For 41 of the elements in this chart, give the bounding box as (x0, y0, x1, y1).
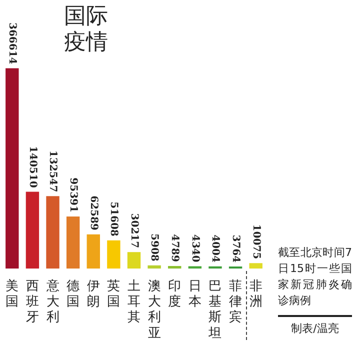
text: 截至北京时间7日15时一些国家新冠肺炎确诊病例 (278, 245, 352, 309)
data-label: 4004 (210, 234, 221, 262)
x-tick-label: 印度 (168, 278, 182, 309)
data-label: 4789 (169, 234, 180, 262)
x-tick-label: 英国 (107, 278, 120, 309)
text: 制表/温亮 (278, 315, 352, 337)
bar (148, 265, 161, 269)
bar (26, 192, 40, 269)
bar (249, 263, 262, 269)
data-label: 132547 (47, 150, 58, 192)
data-label: 95391 (67, 178, 78, 212)
bar (6, 68, 19, 269)
data-label: 366614 (6, 22, 18, 64)
data-label: 10075 (250, 224, 262, 260)
chart-title: 国际疫情 (64, 4, 109, 56)
x-tick-label: 巴基斯坦 (208, 278, 222, 340)
bar (127, 252, 141, 269)
x-tick-label: 美国 (6, 278, 19, 309)
data-label: 51608 (108, 202, 120, 236)
x-tick-label: 伊朗 (86, 278, 100, 309)
bar (188, 266, 202, 269)
data-label: 3764 (230, 234, 241, 263)
bar (46, 196, 60, 269)
data-label: 62589 (88, 196, 99, 230)
bar (168, 266, 182, 269)
x-tick-label: 澳大利亚 (148, 278, 161, 340)
bar (107, 240, 120, 269)
x-tick-label: 意大利 (45, 278, 60, 324)
data-label: 140510 (26, 146, 38, 188)
bar (66, 216, 80, 269)
x-tick-label: 德国 (66, 278, 80, 309)
data-label: 30217 (128, 213, 140, 248)
bar (208, 266, 222, 269)
x-tick-label: 非洲 (249, 278, 262, 309)
x-tick-label: 土耳其 (128, 278, 140, 324)
x-tick-label: 西班牙 (26, 278, 39, 324)
data-label: 4340 (189, 234, 200, 262)
bar (86, 234, 100, 269)
x-tick-label: 日本 (188, 278, 202, 309)
data-label: 5908 (148, 234, 160, 262)
x-tick-label: 菲律宾 (229, 278, 242, 324)
